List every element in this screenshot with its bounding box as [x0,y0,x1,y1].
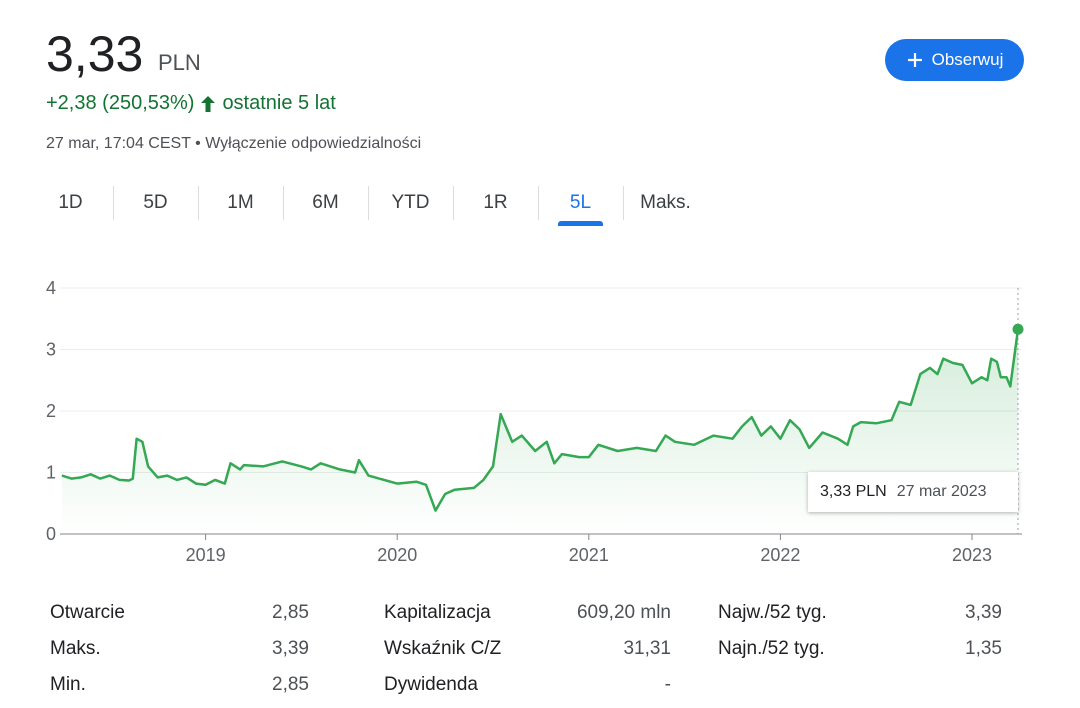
stat-label: Min. [50,674,86,695]
stat-label: Maks. [50,638,101,659]
y-tick-label: 4 [46,278,56,298]
tooltip-date: 27 mar 2023 [896,483,987,500]
range-tab[interactable]: YTD [368,186,453,226]
up-arrow [201,95,216,112]
timestamp-row: 27 mar, 17:04 CEST • Wyłączenie odpowied… [46,135,421,153]
range-tabs: 1D 5D 1M 6M YTD 1R 5L Maks. [28,186,708,226]
x-tick-label: 2023 [952,545,992,565]
stat-value: 2,85 [272,674,309,695]
follow-label: Obserwuj [931,50,1004,69]
x-tick-label: 2021 [569,545,609,565]
tooltip: 3,33 PLN 27 mar 2023 [808,472,1018,512]
y-tick-label: 2 [46,401,56,421]
x-tick-label: 2022 [760,545,800,565]
change: +2,38 (250,53%) [46,92,195,114]
stat-value: 2,85 [272,602,309,623]
stat-value: - [664,674,671,695]
stat-label: Otwarcie [50,602,125,623]
last-point [1012,323,1024,335]
range-tab[interactable]: 1R [453,186,538,226]
stat-value: 31,31 [623,638,671,659]
price: 3,33 [46,26,144,82]
range-tab[interactable]: 5D [113,186,198,226]
y-tick-label: 0 [46,524,56,544]
stat-label: Kapitalizacja [384,602,491,623]
range-tab[interactable]: 1M [198,186,283,226]
separator: • [195,135,201,152]
x-tick-label: 2019 [186,545,226,565]
timestamp: 27 mar, 17:04 CEST [46,135,191,152]
range-tab[interactable]: Maks. [623,186,708,226]
stat-label: Najn./52 tyg. [718,638,825,659]
period: ostatnie 5 lat [222,92,336,114]
follow-button[interactable]: Obserwuj [885,39,1024,81]
y-tick-label: 3 [46,340,56,360]
stat-value: 3,39 [272,638,309,659]
range-tab[interactable]: 5L [538,186,623,226]
stat-value: 3,39 [965,602,1002,623]
plus-icon [907,53,922,67]
stat-label: Dywidenda [384,674,478,695]
area-fill [61,329,1018,534]
range-tab[interactable]: 6M [283,186,368,226]
stat-value: 609,20 mln [576,602,671,623]
stat-label: Najw./52 tyg. [718,602,827,623]
disclaimer-link[interactable]: Wyłączenie odpowiedzialności [205,135,422,152]
stat-label: Wskaźnik C/Z [384,638,502,659]
y-tick-label: 1 [46,463,56,483]
price-line [61,329,1020,512]
tooltip-value: 3,33 PLN [820,483,887,500]
stat-value: 1,35 [965,638,1002,659]
range-tab[interactable]: 1D [58,192,83,213]
x-tick-label: 2020 [377,545,417,565]
change-row: +2,38 (250,53%) ostatnie 5 lat [46,92,336,115]
currency: PLN [158,50,201,75]
